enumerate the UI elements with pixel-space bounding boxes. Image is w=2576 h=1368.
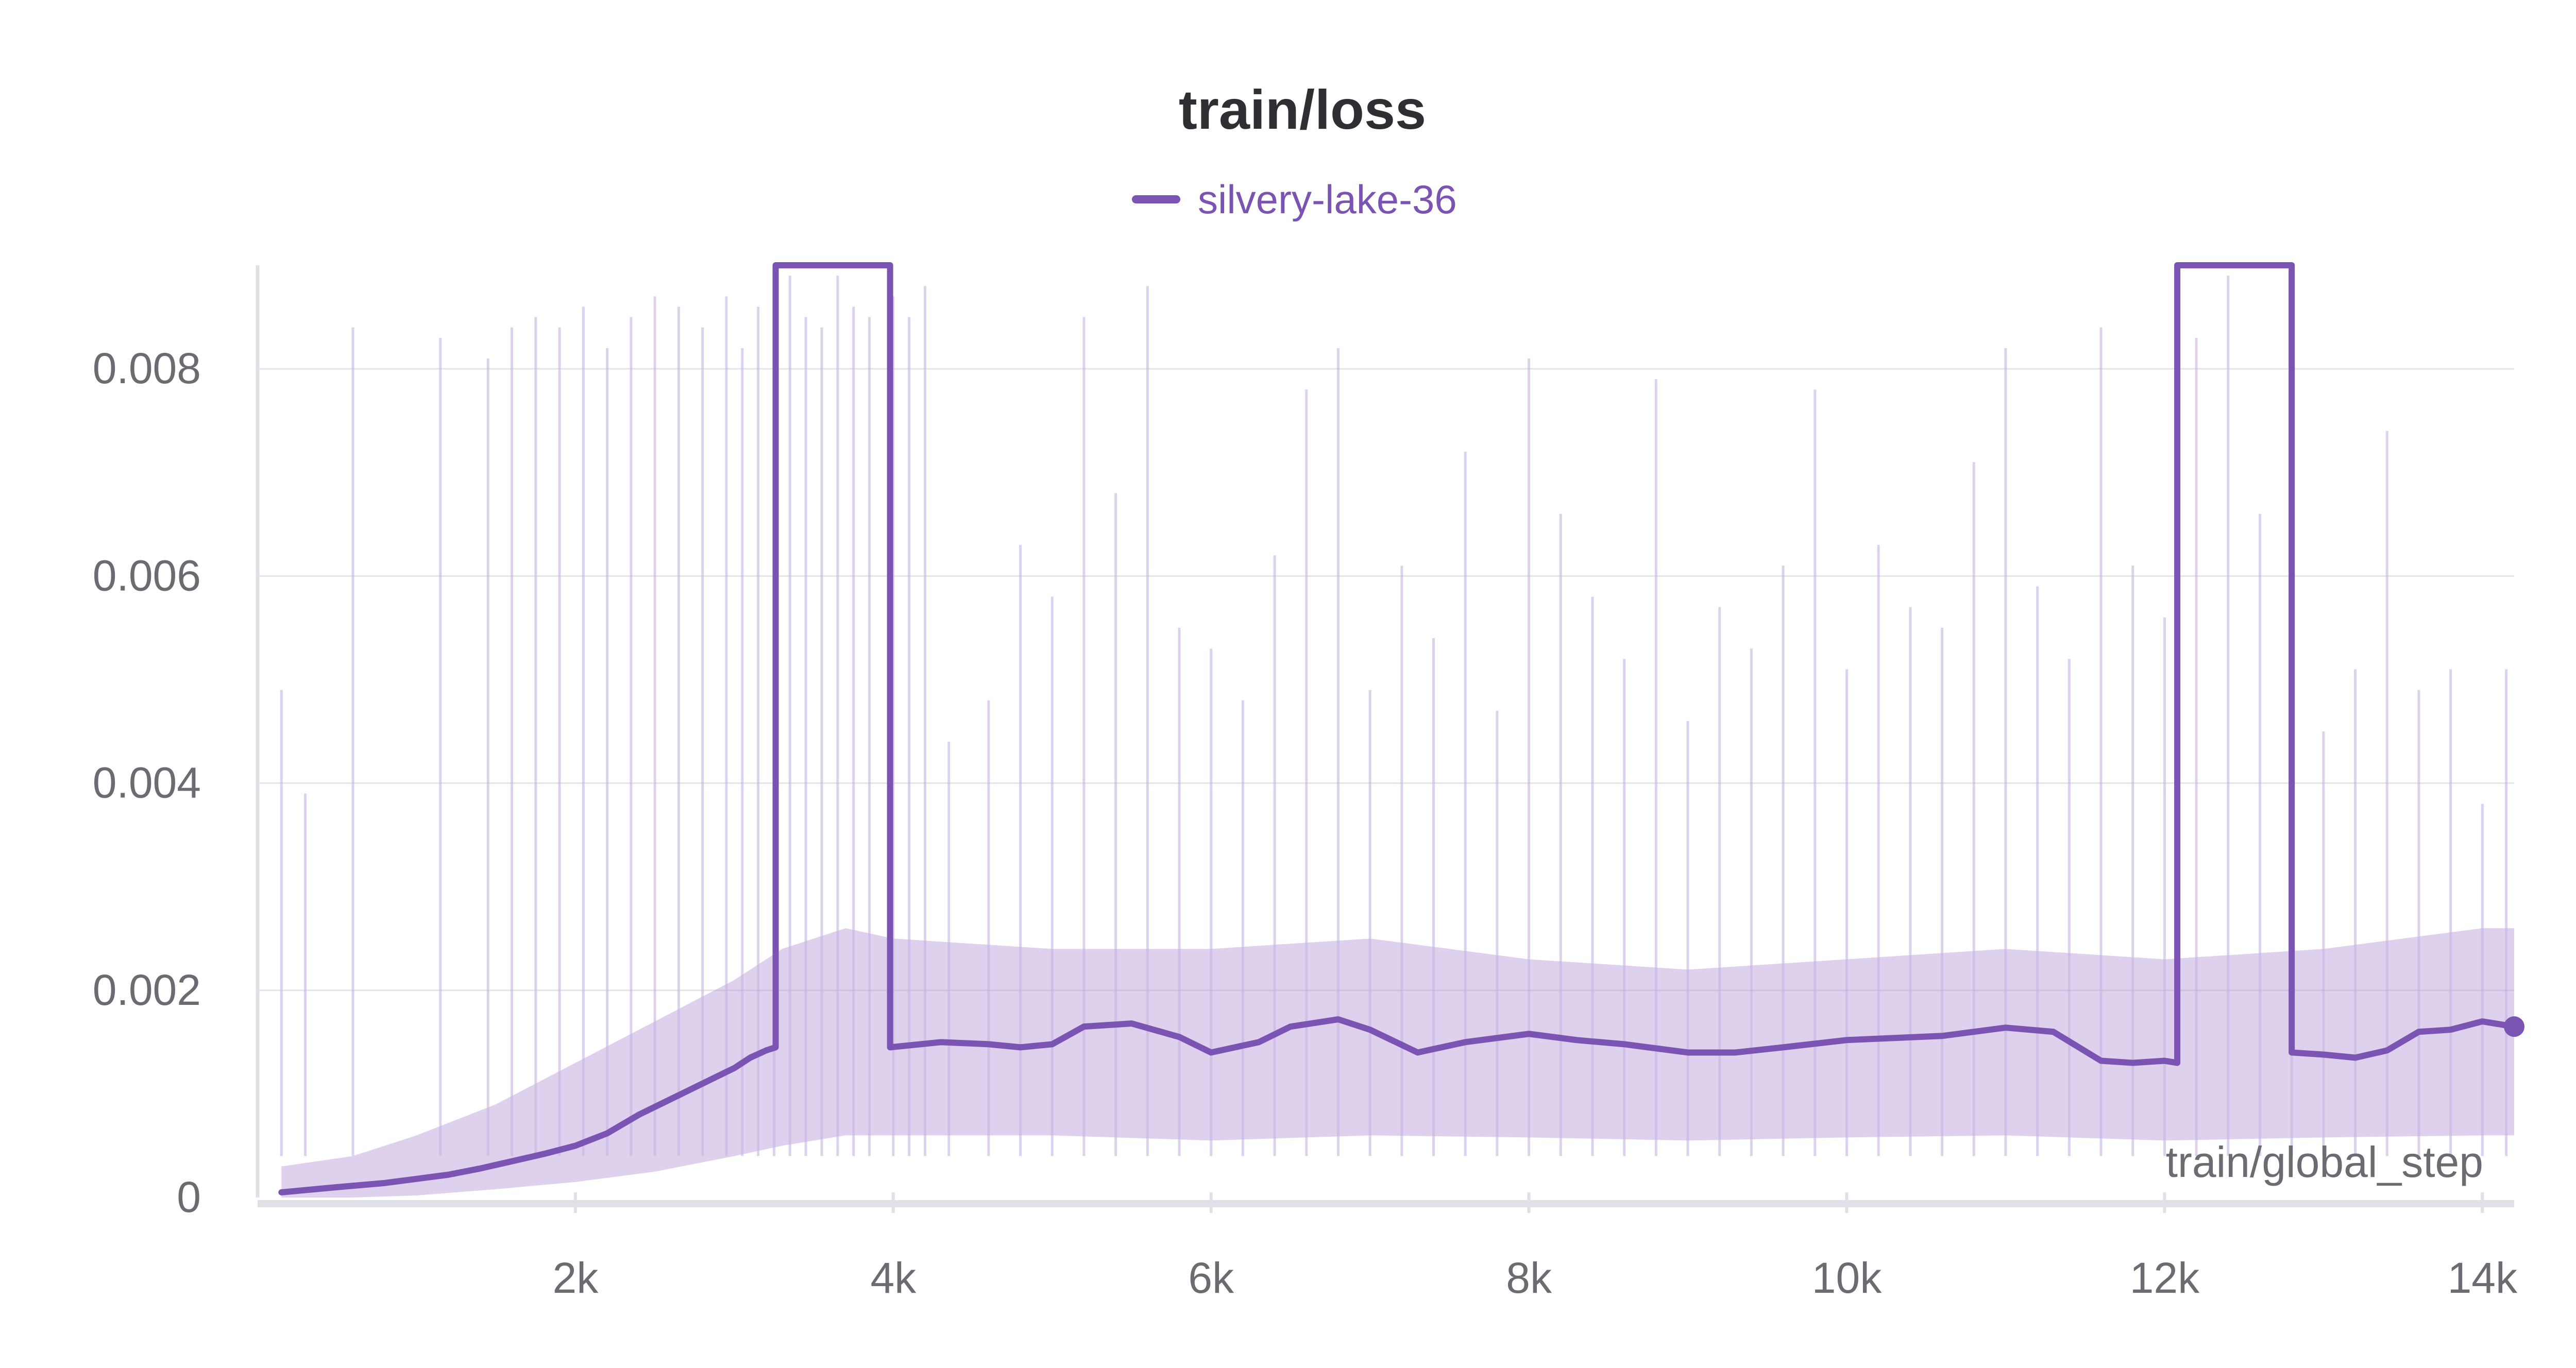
legend[interactable]: silvery-lake-36 [1132, 177, 1457, 222]
x-tick-label: 14k [2448, 1254, 2518, 1302]
y-tick-label: 0.002 [93, 966, 201, 1014]
grid [258, 368, 2514, 991]
raw-loss-band [281, 928, 2514, 1198]
axes: 2k 4k 6k 8k 10k 12k 14k 0 0.002 0.004 0.006 0.008 [93, 265, 2518, 1302]
y-tick-label: 0.006 [93, 551, 201, 600]
x-tick-label: 10k [1812, 1254, 1882, 1302]
x-tick-label: 6k [1188, 1254, 1234, 1302]
y-tick-label: 0 [177, 1173, 201, 1221]
raw-loss-spikes [280, 276, 2508, 1156]
smoothed-loss-line [278, 262, 2524, 1195]
series-line-silvery-lake-36[interactable] [278, 262, 2517, 1195]
x-tick-label: 4k [870, 1254, 917, 1302]
x-tick-label: 12k [2130, 1254, 2200, 1302]
y-tick-label: 0.008 [93, 344, 201, 392]
series-end-marker[interactable] [2504, 1016, 2524, 1037]
y-tick-label: 0.004 [93, 759, 201, 807]
chart-title: train/loss [1179, 78, 1426, 141]
legend-label-silvery-lake-36[interactable]: silvery-lake-36 [1198, 177, 1457, 222]
x-axis-title: train/global_step [2166, 1138, 2483, 1186]
raw-loss-band-area [281, 928, 2514, 1198]
x-tick-label: 8k [1506, 1254, 1552, 1302]
x-tick-label: 2k [553, 1254, 599, 1302]
